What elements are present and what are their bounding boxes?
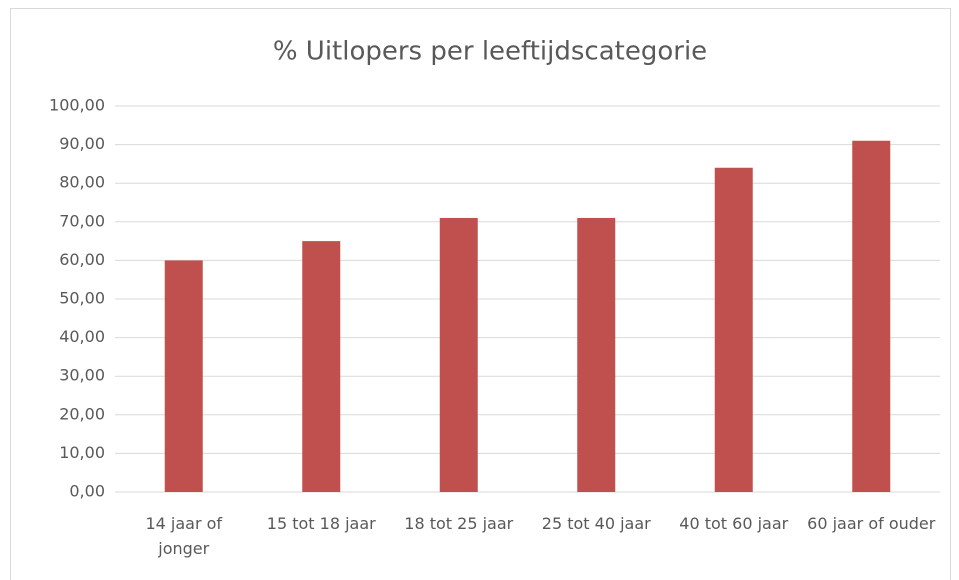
y-tick-label: 100,00: [49, 96, 105, 115]
y-tick-label: 60,00: [59, 250, 105, 269]
x-tick-label: 14 jaar of jonger: [145, 514, 223, 558]
x-tick-label: 25 tot 40 jaar: [541, 514, 651, 533]
y-tick-label: 50,00: [59, 289, 105, 308]
y-tick-label: 0,00: [69, 482, 105, 501]
y-tick-label: 20,00: [59, 404, 105, 423]
y-tick-label: 80,00: [59, 173, 105, 192]
y-tick-label: 90,00: [59, 134, 105, 153]
bar: [302, 241, 341, 492]
bar: [714, 167, 753, 492]
y-tick-label: 70,00: [59, 211, 105, 230]
chart-title: % Uitlopers per leeftijdscategorie: [273, 37, 707, 67]
chart-border: [10, 8, 951, 580]
x-tick-label: 18 tot 25 jaar: [404, 514, 514, 533]
x-tick-label: 15 tot 18 jaar: [266, 514, 376, 533]
y-tick-label: 40,00: [59, 327, 105, 346]
bar: [164, 260, 203, 492]
x-tick-label: 40 tot 60 jaar: [679, 514, 789, 533]
bar: [577, 217, 616, 492]
x-tick-label: 60 jaar of ouder: [807, 514, 936, 533]
y-tick-label: 30,00: [59, 366, 105, 385]
bar: [439, 217, 478, 492]
bar: [852, 140, 891, 493]
y-tick-label: 10,00: [59, 443, 105, 462]
